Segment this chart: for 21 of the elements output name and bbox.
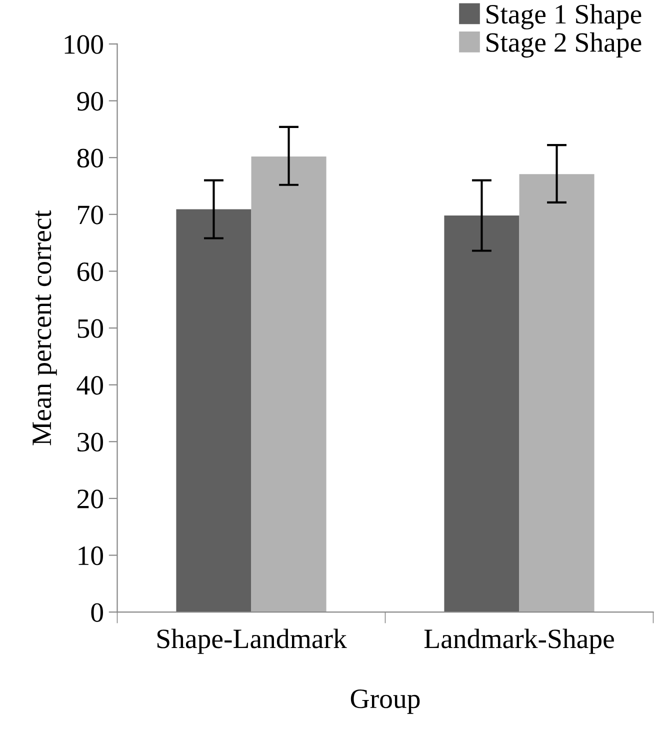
y-tick-label: 20 <box>77 490 103 508</box>
bar <box>176 209 252 612</box>
y-tick-label: 90 <box>77 92 103 111</box>
y-tick-label: 70 <box>78 206 103 224</box>
bar <box>444 216 520 612</box>
legend-label: Stage 1 Shape <box>486 4 642 30</box>
y-tick-label: 40 <box>76 376 103 395</box>
y-tick-label: 80 <box>77 148 103 168</box>
legend-label: Stage 2 Shape <box>486 32 642 58</box>
x-tick-label: Landmark-Shape <box>424 628 614 654</box>
y-tick-label: 0 <box>91 603 103 622</box>
bar <box>251 156 326 612</box>
y-tick-label: 100 <box>64 35 103 54</box>
x-tick-label: Shape-Landmark <box>157 628 347 654</box>
y-tick-label: 10 <box>78 546 103 566</box>
bar <box>519 174 594 612</box>
y-tick-label: 30 <box>78 432 103 452</box>
y-tick-label: 50 <box>78 319 103 338</box>
y-tick-label: 60 <box>77 262 103 282</box>
x-axis-title: Group <box>350 690 420 714</box>
y-axis-title: Mean percent correct <box>32 210 57 446</box>
